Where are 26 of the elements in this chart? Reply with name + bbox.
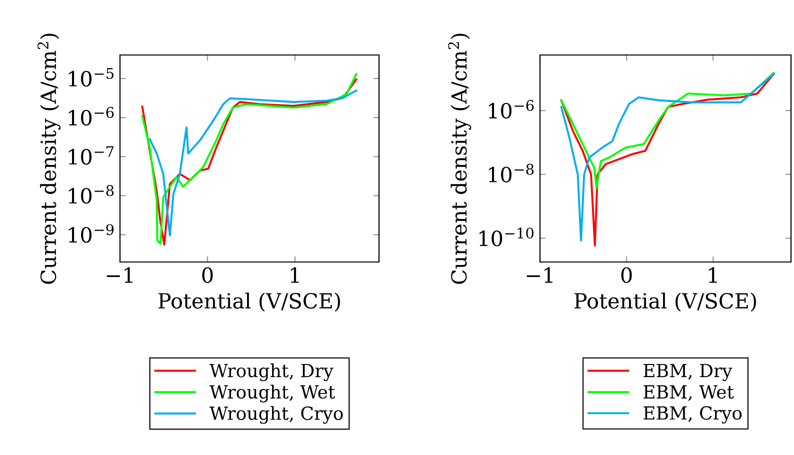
legend-label: EBM, Wet — [644, 385, 734, 401]
y-tick-label: 10$^{−6}$ — [488, 100, 534, 119]
x-tick-label: 1 — [290, 267, 299, 283]
x-tick-label: 0 — [621, 267, 632, 283]
y-tick-label: 10$^{−10}$ — [480, 228, 534, 246]
legend-label: EBM, Cryo — [644, 406, 742, 424]
x-tick-label: 0 — [202, 267, 213, 283]
x-axis-title: Potential (V/SCE) — [158, 292, 340, 312]
line-series — [560, 72, 775, 189]
x-tick-label: −1 — [106, 267, 132, 283]
legend-label: Wrought, Wet — [210, 384, 336, 402]
legend-label: Wrought, Cryo — [210, 406, 343, 424]
x-tick-label: 1 — [709, 267, 717, 283]
legend-label: EBM, Dry — [644, 364, 732, 382]
y-tick-label: 10$^{−8}$ — [68, 185, 114, 204]
y-axis-title: Current density (A/cm$^{2}$) — [448, 34, 472, 284]
y-tick-label: 10$^{−8}$ — [488, 164, 534, 182]
y-tick-label: 10$^{−9}$ — [68, 224, 114, 243]
line-series — [148, 90, 358, 237]
legend-label: Wrought, Dry — [210, 363, 334, 382]
x-axis-title: Potential (V/SCE) — [574, 292, 756, 312]
y-axis-title: Current density (A/cm$^{2}$) — [38, 34, 61, 284]
y-tick-label: 10$^{−7}$ — [68, 146, 114, 165]
y-tick-label: 10$^{−5}$ — [68, 68, 114, 87]
x-tick-label: −1 — [526, 267, 552, 283]
y-tick-label: 10$^{−6}$ — [68, 106, 114, 126]
